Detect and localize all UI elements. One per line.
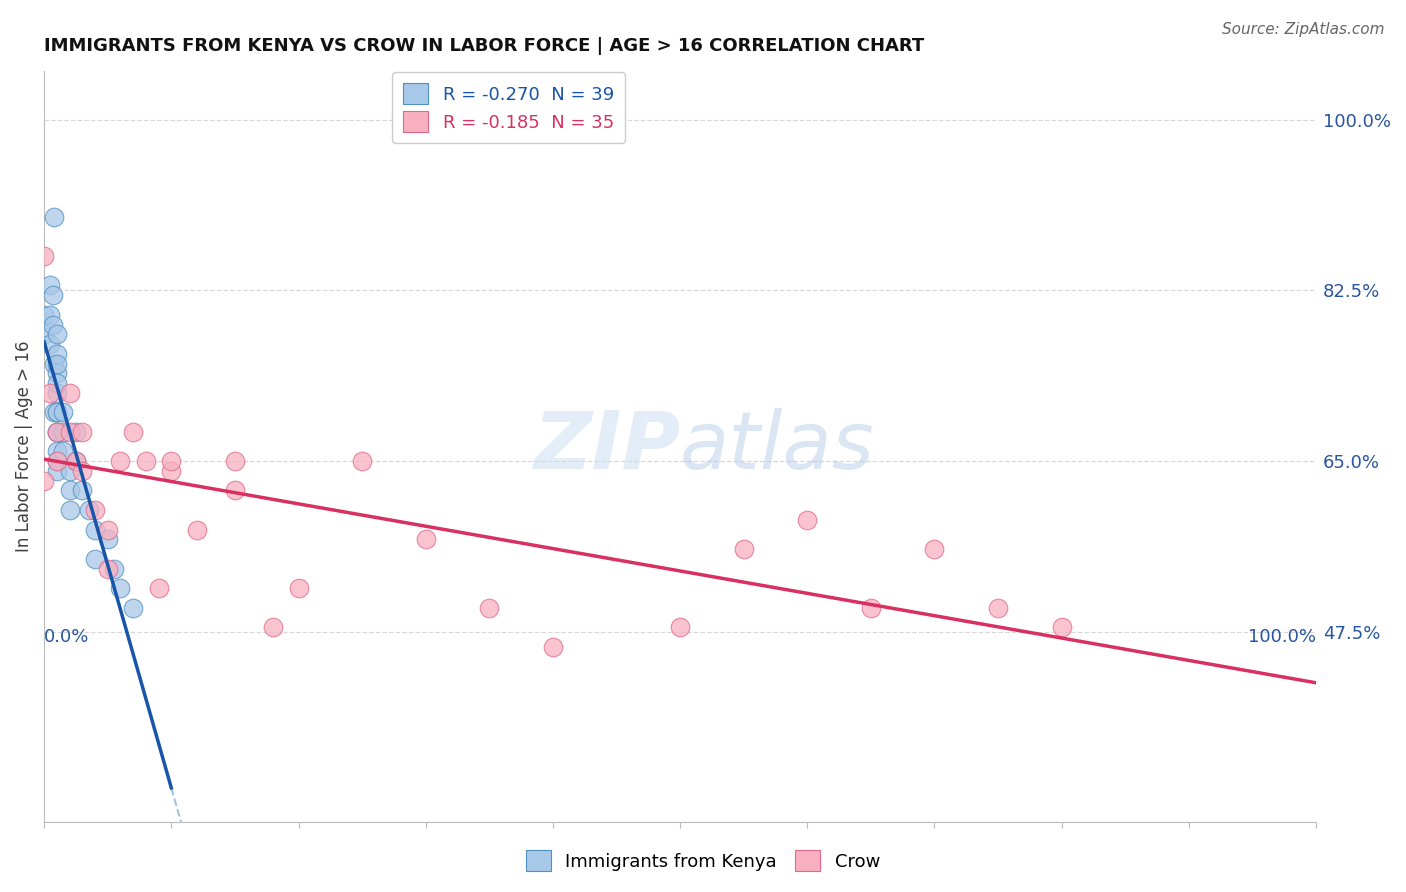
Text: ZIP: ZIP — [533, 408, 681, 485]
Point — [135, 454, 157, 468]
Point — [39, 337, 62, 351]
Point — [45, 464, 67, 478]
Text: Source: ZipAtlas.com: Source: ZipAtlas.com — [1222, 22, 1385, 37]
Point — [796, 513, 818, 527]
Point — [224, 483, 246, 498]
Point — [77, 503, 100, 517]
Text: atlas: atlas — [681, 408, 875, 485]
Point — [262, 620, 284, 634]
Point — [103, 561, 125, 575]
Point — [44, 210, 66, 224]
Point — [97, 523, 120, 537]
Point — [45, 385, 67, 400]
Point — [97, 533, 120, 547]
Point — [1050, 620, 1073, 634]
Point — [45, 425, 67, 439]
Point — [97, 561, 120, 575]
Point — [42, 288, 65, 302]
Point — [45, 327, 67, 342]
Point — [72, 483, 94, 498]
Point — [45, 405, 67, 419]
Point — [65, 454, 87, 468]
Y-axis label: In Labor Force | Age > 16: In Labor Force | Age > 16 — [15, 341, 32, 552]
Point — [52, 405, 75, 419]
Point — [45, 367, 67, 381]
Point — [122, 425, 145, 439]
Point — [45, 357, 67, 371]
Point — [45, 405, 67, 419]
Point — [110, 581, 132, 595]
Point — [478, 600, 501, 615]
Point — [859, 600, 882, 615]
Point — [39, 308, 62, 322]
Point — [52, 425, 75, 439]
Point — [45, 454, 67, 468]
Point — [352, 454, 374, 468]
Point — [72, 425, 94, 439]
Point — [32, 474, 55, 488]
Point — [669, 620, 692, 634]
Point — [415, 533, 437, 547]
Text: 0.0%: 0.0% — [44, 629, 90, 647]
Point — [45, 425, 67, 439]
Point — [160, 454, 183, 468]
Text: 100.0%: 100.0% — [1249, 629, 1316, 647]
Point — [160, 464, 183, 478]
Point — [72, 464, 94, 478]
Point — [541, 640, 564, 654]
Point — [287, 581, 309, 595]
Point — [186, 523, 208, 537]
Point — [42, 318, 65, 332]
Point — [45, 425, 67, 439]
Point — [65, 425, 87, 439]
Point — [224, 454, 246, 468]
Point — [58, 464, 80, 478]
Point — [58, 425, 80, 439]
Legend: R = -0.270  N = 39, R = -0.185  N = 35: R = -0.270 N = 39, R = -0.185 N = 35 — [392, 72, 624, 143]
Legend: Immigrants from Kenya, Crow: Immigrants from Kenya, Crow — [519, 843, 887, 879]
Point — [45, 454, 67, 468]
Text: IMMIGRANTS FROM KENYA VS CROW IN LABOR FORCE | AGE > 16 CORRELATION CHART: IMMIGRANTS FROM KENYA VS CROW IN LABOR F… — [44, 37, 924, 55]
Point — [148, 581, 170, 595]
Point — [58, 385, 80, 400]
Point — [110, 454, 132, 468]
Point — [58, 503, 80, 517]
Point — [39, 385, 62, 400]
Point — [44, 405, 66, 419]
Point — [924, 542, 946, 557]
Point — [987, 600, 1010, 615]
Point — [84, 523, 107, 537]
Point — [733, 542, 755, 557]
Point — [39, 278, 62, 293]
Point — [58, 483, 80, 498]
Point — [32, 327, 55, 342]
Point — [84, 503, 107, 517]
Point — [45, 376, 67, 391]
Point — [44, 357, 66, 371]
Point — [32, 308, 55, 322]
Point — [122, 600, 145, 615]
Point — [45, 347, 67, 361]
Point — [52, 444, 75, 458]
Point — [65, 454, 87, 468]
Point — [32, 249, 55, 263]
Point — [45, 444, 67, 458]
Point — [84, 551, 107, 566]
